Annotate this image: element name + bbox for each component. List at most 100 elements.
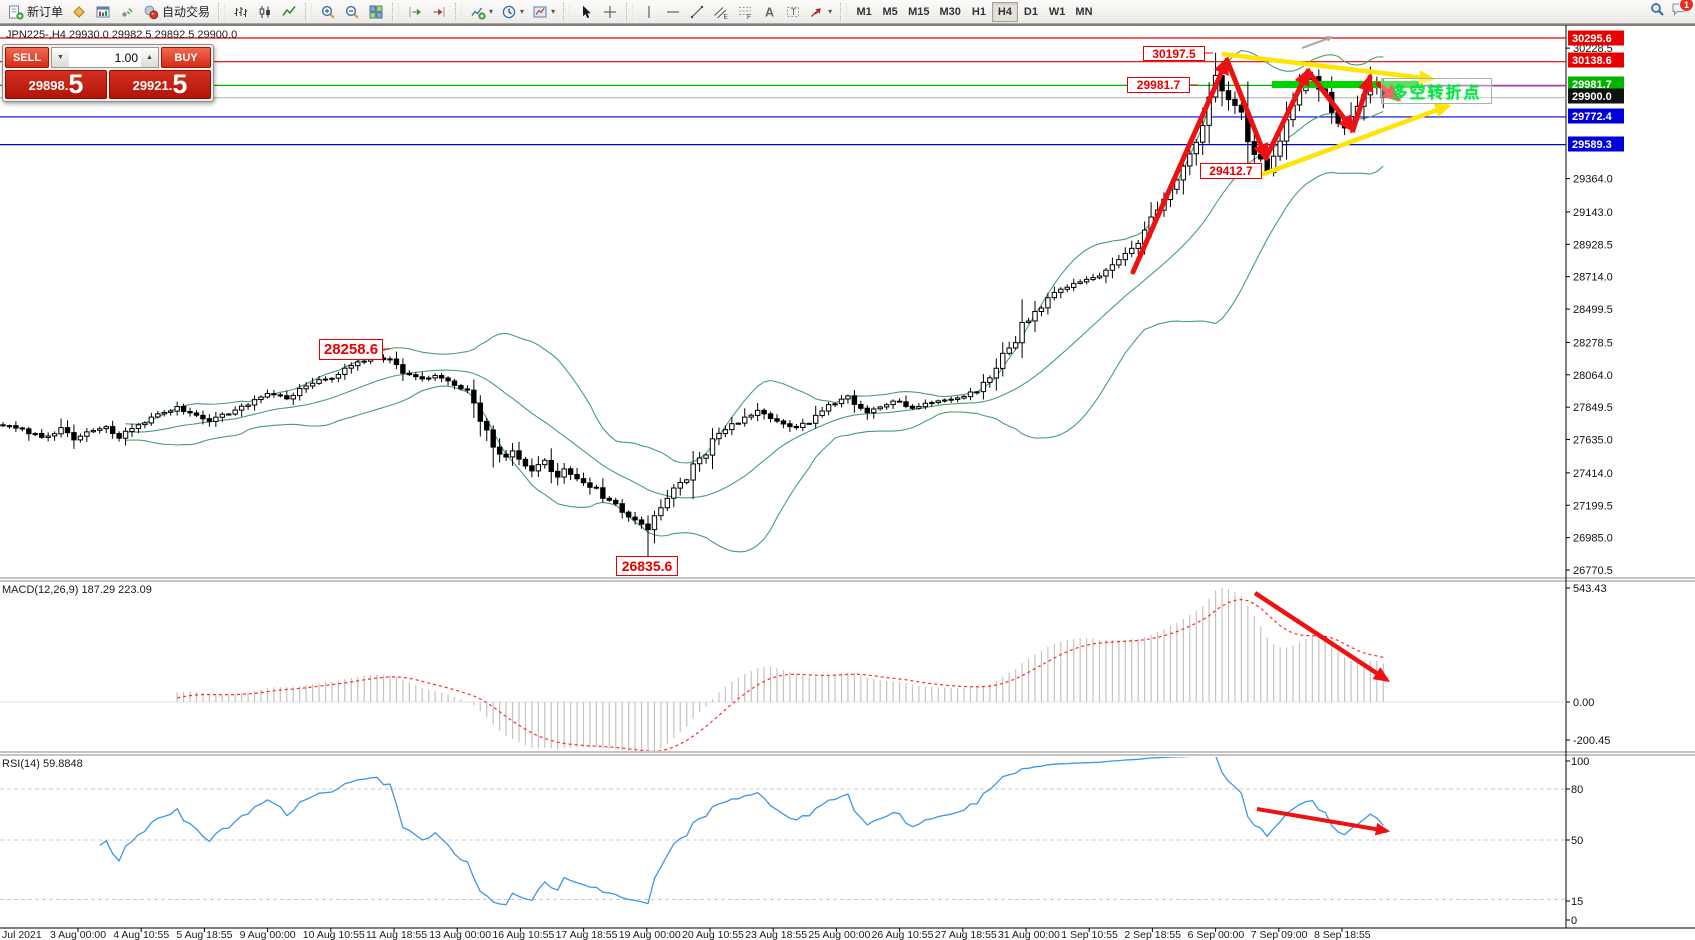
chevron-down-icon[interactable]: ▾ [551,6,556,16]
price-axis-tick: 29364.0 [1573,174,1613,186]
svg-text:E: E [724,13,729,20]
timeframe-m5[interactable]: M5 [877,2,903,22]
svg-text:0.00: 0.00 [1573,697,1594,709]
timeframe-m15[interactable]: M15 [903,2,934,22]
price-axis-tick: 28928.5 [1573,239,1613,251]
time-axis-label: 7 Sep 09:00 [1251,929,1308,940]
buy-price-display[interactable]: 29921. 5 [109,70,211,99]
price-axis-badge: 29772.4 [1572,111,1613,123]
time-axis-label: 8 Sep 18:55 [1314,929,1371,940]
zoom-in-button[interactable] [316,2,340,22]
chevron-down-icon[interactable]: ▾ [520,6,525,16]
annotation-price-label: 30197.5 [1143,46,1205,61]
price-axis-tick: 28499.5 [1573,304,1613,316]
svg-text:A: A [765,5,774,19]
template-button[interactable]: ▾ [528,2,559,22]
chart-shift-button[interactable] [427,2,451,22]
auto-scroll-button[interactable] [403,2,427,22]
periods-button[interactable]: ▾ [497,2,528,22]
vertical-line-icon [641,4,657,20]
volume-increment-button[interactable]: ▲ [141,48,158,67]
toolbar-group [229,2,301,22]
new-order-icon [8,4,24,20]
chevron-down-icon[interactable]: ▾ [828,6,833,16]
candlestick-chart-button[interactable] [253,2,277,22]
text-button[interactable]: A [757,2,781,22]
volume-input[interactable] [69,48,141,67]
crosshair-icon [602,4,618,20]
indicators-button[interactable]: ▾ [466,2,497,22]
crosshair-button[interactable] [598,2,622,22]
trendline-button[interactable] [685,2,709,22]
chevron-down-icon[interactable]: ▾ [489,6,494,16]
annotation-price-label: 28258.6 [319,339,383,360]
time-axis-label: 25 Aug 00:00 [808,929,870,940]
timeframe-m1[interactable]: M1 [851,2,877,22]
gold-bars-button[interactable] [67,2,91,22]
one-click-trading-panel: SELL ▼ ▲ BUY 29898.5 29921.5 [2,44,214,102]
vertical-line-button[interactable] [637,2,661,22]
line-chart-icon [281,4,297,20]
timeframe-h4[interactable]: H4 [991,1,1018,22]
timeframe-mn[interactable]: MN [1070,2,1097,22]
toolbar: 新订单 自动交易 ▾ ▾ ▾ E F A T ▾ M1 M5 M15 M30 H1 H4 D1 W1 MN 1 [0,0,1695,24]
market-watch-button[interactable] [91,2,115,22]
toolbar-separator [840,2,848,21]
timeframe-group: M1 M5 M15 M30 H1 H4 D1 W1 MN [851,1,1097,22]
chart-shift-icon [431,4,447,20]
timeframe-d1[interactable]: D1 [1018,2,1044,22]
timeframe-w1[interactable]: W1 [1044,2,1071,22]
time-axis-label: 9 Aug 00:00 [240,929,296,940]
time-axis-label: 16 Aug 10:55 [492,929,554,940]
buy-button[interactable]: BUY [161,47,211,68]
chat-button[interactable]: 1 [1671,0,1694,22]
line-chart-button[interactable] [277,2,301,22]
autotrade-button[interactable]: 自动交易 [139,2,214,22]
shapes-button[interactable]: ▾ [805,2,836,22]
toolbar-group: E F A T ▾ [637,2,836,22]
price-axis-tick: 27849.5 [1573,402,1613,414]
time-axis-label: 13 Aug 00:00 [429,929,491,940]
bar-chart-button[interactable] [229,2,253,22]
toolbar-button-label: 自动交易 [162,5,211,19]
yellow-trendline-arrow [1221,51,1436,85]
toolbar-separator [455,2,463,21]
cursor-button[interactable] [574,2,598,22]
time-axis-label: 4 Aug 10:55 [113,929,169,940]
red-zigzag-arrow [1224,57,1269,162]
toolbar-group: 新订单 自动交易 [4,2,214,22]
horizontal-line-button[interactable] [661,2,685,22]
price-axis-tick: 26770.5 [1573,565,1613,577]
tile-windows-button[interactable] [364,2,388,22]
signals-button[interactable] [115,2,139,22]
price-axis-tick: 27414.0 [1573,468,1613,480]
time-axis-label: 17 Aug 18:55 [556,929,618,940]
cursor-icon [578,4,594,20]
buy-price-main: 29921. [132,78,173,93]
text-label-button[interactable]: T [781,2,805,22]
price-axis-tick: 29143.0 [1573,207,1613,219]
channel-button[interactable]: E [709,2,733,22]
svg-text:543.43: 543.43 [1573,583,1607,595]
template-icon [532,4,548,20]
toolbar-group [574,2,622,22]
sell-price-display[interactable]: 29898. 5 [5,70,107,99]
sell-button[interactable]: SELL [5,47,49,68]
timeframe-h1[interactable]: H1 [966,2,992,22]
fibonacci-button[interactable]: F [733,2,757,22]
new-order-button[interactable]: 新订单 [4,2,67,22]
zoom-out-button[interactable] [340,2,364,22]
time-axis-label: 20 Aug 10:55 [682,929,744,940]
volume-decrement-button[interactable]: ▼ [52,48,69,67]
price-axis-badge: 30138.6 [1572,55,1612,67]
time-axis-label: 2 Sep 18:55 [1124,929,1181,940]
time-axis-label: 23 Aug 18:55 [745,929,807,940]
zoom-out-icon [344,4,360,20]
svg-text:Jul 2021: Jul 2021 [2,929,42,940]
search-button[interactable] [1649,1,1665,22]
svg-text:-200.45: -200.45 [1573,735,1610,747]
text-label-icon: T [785,4,801,20]
toolbar-separator [563,2,571,21]
timeframe-m30[interactable]: M30 [935,2,966,22]
